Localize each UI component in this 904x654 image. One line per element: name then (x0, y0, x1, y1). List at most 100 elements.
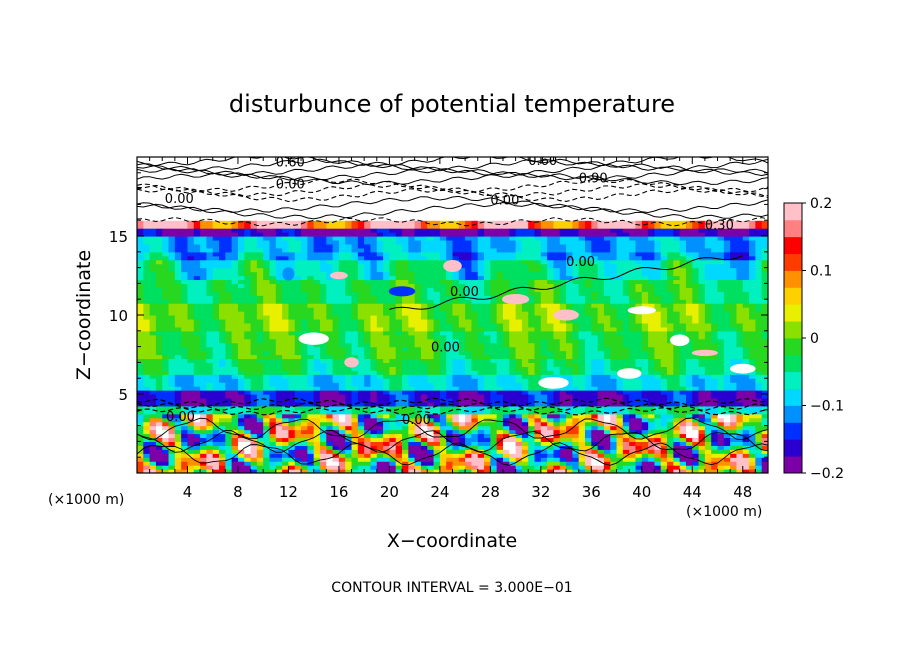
heatmap-cell (231, 157, 239, 162)
heatmap-cell (389, 461, 397, 466)
heatmap-cell (256, 358, 264, 363)
heatmap-cell (282, 164, 290, 170)
heatmap-cell (357, 397, 365, 403)
heatmap-cell (319, 192, 327, 198)
heatmap-cell (408, 251, 416, 257)
heatmap-cell (168, 204, 176, 209)
heatmap-cell (307, 441, 315, 446)
heatmap-cell (502, 405, 510, 411)
heatmap-cell (383, 251, 390, 257)
heatmap-cell (237, 307, 245, 312)
heatmap-cell (231, 311, 239, 316)
heatmap-cell (137, 184, 144, 190)
heatmap-cell (490, 354, 498, 360)
heatmap-cell (307, 180, 315, 186)
heatmap-cell (187, 362, 195, 367)
heatmap-cell (338, 318, 346, 324)
heatmap-cell (193, 326, 201, 332)
heatmap-cell (168, 192, 176, 198)
heatmap-cell (269, 295, 277, 300)
heatmap-cell (408, 303, 416, 308)
heatmap-cell (187, 263, 195, 269)
heatmap-cell (490, 275, 498, 281)
heatmap-cell (326, 168, 334, 174)
heatmap-cell (458, 243, 466, 249)
heatmap-cell (225, 417, 233, 423)
heatmap-cell (471, 362, 479, 367)
heatmap-cell (446, 200, 454, 205)
heatmap-cell (263, 362, 271, 367)
heatmap-cell (319, 259, 327, 265)
heatmap-cell (294, 307, 302, 312)
heatmap-cell (181, 401, 189, 407)
heatmap-cell (200, 255, 208, 261)
heatmap-cell (509, 239, 517, 245)
heatmap-cell (162, 311, 170, 316)
heatmap-cell (465, 382, 473, 387)
heatmap-cell (357, 366, 365, 371)
heatmap-cell (269, 397, 277, 403)
heatmap-cell (244, 445, 252, 450)
heatmap-cell (307, 200, 315, 205)
heatmap-cell (376, 413, 384, 419)
heatmap-cell (212, 346, 220, 352)
heatmap-cell (244, 228, 252, 233)
heatmap-cell (446, 354, 454, 360)
heatmap-cell (206, 342, 214, 348)
heatmap-cell (370, 196, 378, 202)
heatmap-cell (389, 390, 397, 395)
heatmap-cell (181, 157, 189, 162)
heatmap-cell (181, 409, 189, 415)
heatmap-cell (326, 425, 334, 431)
heatmap-cell (395, 172, 403, 178)
heatmap-cell (307, 322, 315, 328)
heatmap-cell (433, 247, 441, 253)
heatmap-cell (301, 358, 308, 363)
heatmap-cell (364, 196, 372, 202)
heatmap-cell (471, 283, 479, 288)
heatmap-cell (484, 382, 491, 387)
heatmap-cell (137, 157, 144, 162)
heatmap-cell (408, 236, 416, 241)
heatmap-cell (477, 315, 485, 320)
heatmap-cell (181, 208, 189, 213)
heatmap-cell (275, 168, 283, 174)
heatmap-cell (307, 445, 315, 450)
heatmap-cell (212, 425, 220, 431)
heatmap-cell (225, 259, 233, 265)
heatmap-cell (484, 334, 491, 340)
heatmap-cell (357, 362, 365, 367)
heatmap-cell (338, 315, 346, 320)
heatmap-cell (193, 378, 201, 383)
heatmap-cell (219, 228, 226, 233)
heatmap-cell (200, 350, 208, 356)
heatmap-cell (395, 239, 403, 245)
heatmap-cell (149, 279, 157, 284)
heatmap-cell (502, 437, 510, 442)
heatmap-cell (193, 157, 201, 162)
heatmap-cell (439, 350, 447, 356)
heatmap-cell (294, 232, 302, 237)
heatmap-cell (408, 157, 416, 162)
heatmap-cell (351, 394, 359, 399)
heatmap-cell (490, 164, 498, 170)
heatmap-cell (244, 259, 252, 265)
heatmap-cell (275, 350, 283, 356)
heatmap-cell (187, 374, 195, 379)
heatmap-cell (351, 437, 359, 442)
heatmap-cell (155, 370, 163, 375)
heatmap-cell (496, 236, 504, 241)
heatmap-cell (269, 453, 277, 458)
heatmap-cell (294, 295, 302, 300)
heatmap-cell (465, 350, 473, 356)
heatmap-cell (345, 354, 353, 360)
heatmap-cell (420, 318, 428, 324)
heatmap-cell (155, 469, 163, 473)
heatmap-cell (282, 445, 290, 450)
heatmap-cell (496, 192, 504, 198)
heatmap-cell (319, 157, 327, 162)
heatmap-cell (496, 251, 504, 257)
heatmap-cell (458, 354, 466, 360)
heatmap-cell (332, 279, 340, 284)
heatmap-cell (137, 354, 144, 360)
